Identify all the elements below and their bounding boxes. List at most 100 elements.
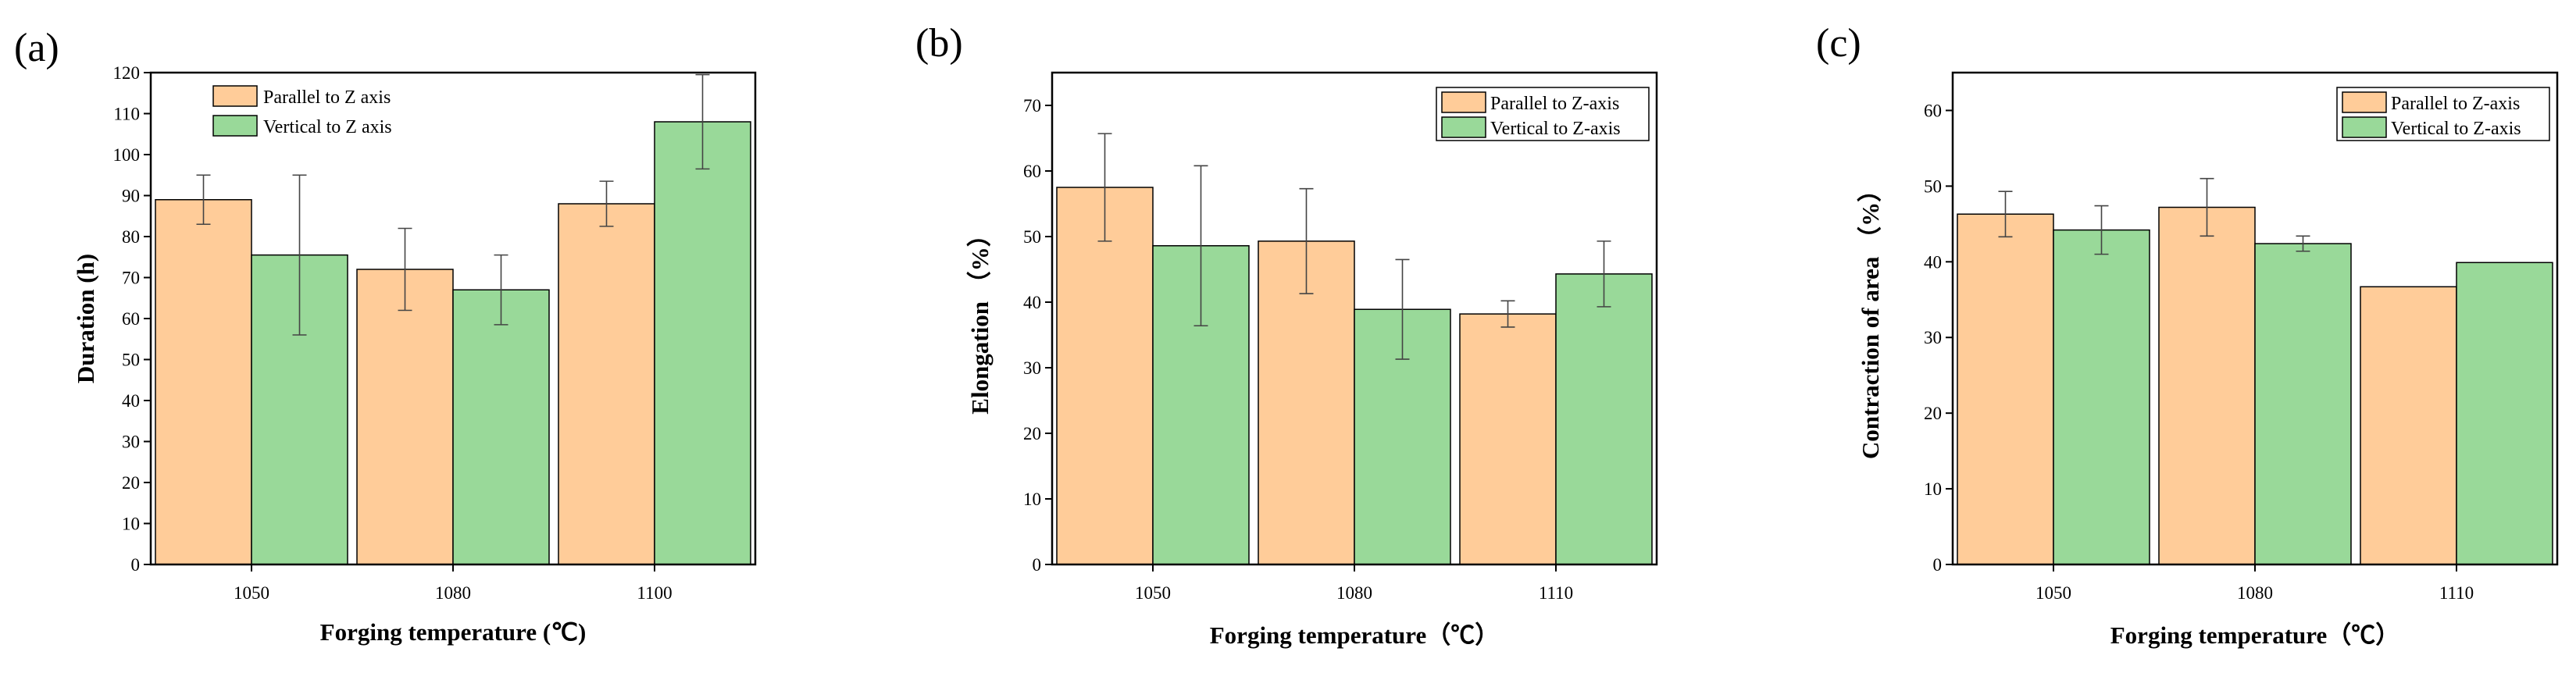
bar-vertical-1110 [2456, 262, 2553, 565]
y-tick-label: 40 [1924, 252, 1942, 272]
bar-parallel-1050 [155, 199, 252, 565]
legend-b: Parallel to Z-axis Vertical to Z-axis [1436, 87, 1650, 141]
y-axis-title-a: Duration (h) [72, 254, 99, 383]
x-tick-label: 1100 [637, 583, 672, 603]
legend-label-parallel-b: Parallel to Z-axis [1490, 94, 1619, 114]
x-tick-label: 1080 [2237, 583, 2273, 603]
chart-panel-a: (a) 0 10 20 30 40 50 60 70 80 90 100 110 120 1050 108… [14, 26, 757, 646]
y-tick-label: 70 [1023, 96, 1041, 116]
y-tick-label: 50 [1924, 176, 1942, 196]
y-tick-label: 60 [122, 309, 140, 329]
bar-parallel-1080 [356, 269, 454, 565]
legend-label-parallel-a: Parallel to Z axis [263, 87, 391, 108]
y-tick-label: 20 [1023, 424, 1041, 443]
panel-label-a: (a) [14, 26, 59, 70]
y-tick-label: 90 [122, 187, 140, 206]
y-tick-label: 30 [122, 433, 140, 452]
bar-parallel-1050 [1957, 213, 2054, 565]
y-tick-label: 100 [113, 145, 141, 165]
x-ticks-a: 1050 1080 1100 [234, 564, 673, 603]
y-axis-title-c: Contraction of area （%） [1857, 178, 1884, 459]
error-bar-parallel-1050 [196, 174, 211, 226]
x-tick-label: 1080 [1336, 583, 1372, 603]
x-tick-label: 1080 [435, 583, 471, 603]
y-tick-label: 60 [1924, 101, 1942, 120]
y-tick-label: 50 [1023, 227, 1041, 247]
y-tick-label: 50 [122, 351, 140, 370]
error-bar-vertical-1080 [2296, 235, 2310, 252]
chart-panel-b: (b) 0 10 20 30 40 50 60 70 1050 1080 1110 Forging… [915, 21, 1658, 649]
legend-c: Parallel to Z-axis Vertical to Z-axis [2336, 87, 2550, 141]
bars-c [1957, 177, 2553, 565]
bar-parallel-1080 [1258, 240, 1355, 565]
y-tick-label: 80 [122, 227, 140, 247]
chart-panel-c: (c) 0 10 20 30 40 50 60 1050 1080 1110 Forging t… [1816, 21, 2559, 649]
panel-label-b: (b) [915, 21, 963, 66]
x-ticks-c: 1050 1080 1110 [2035, 564, 2474, 603]
error-bar-parallel-1080 [2200, 177, 2214, 237]
y-tick-label: 110 [113, 105, 140, 124]
y-tick-label: 0 [1033, 555, 1042, 575]
bars-b [1056, 133, 1653, 565]
error-bar-vertical-1050 [292, 174, 307, 336]
bar-parallel-1110 [1459, 313, 1557, 565]
x-axis-title-a: Forging temperature (℃) [320, 618, 587, 646]
error-bar-parallel-1050 [1998, 191, 2013, 238]
legend-a: Parallel to Z axis Vertical to Z axis [212, 85, 392, 137]
y-tick-label: 60 [1023, 162, 1041, 181]
legend-label-vertical-a: Vertical to Z axis [263, 117, 392, 137]
y-tick-label: 20 [122, 473, 140, 493]
y-tick-label: 30 [1023, 358, 1041, 378]
x-tick-label: 1110 [2439, 583, 2474, 603]
error-bar-vertical-1080 [494, 254, 508, 326]
y-ticks-c: 0 10 20 30 40 50 60 [1924, 101, 1953, 575]
error-bar-parallel-1100 [599, 180, 614, 227]
error-bar-vertical-1080 [1395, 258, 1410, 360]
legend-swatch-parallel-c [2342, 91, 2387, 113]
legend-label-parallel-c: Parallel to Z-axis [2391, 94, 2520, 114]
legend-swatch-parallel-a [212, 85, 258, 107]
x-tick-label: 1050 [2035, 583, 2071, 603]
legend-swatch-vertical-a [212, 115, 258, 137]
error-bar-parallel-1110 [1500, 300, 1515, 328]
error-bar-vertical-1050 [2094, 205, 2109, 255]
bar-vertical-1050 [2053, 229, 2150, 565]
legend-swatch-vertical-c [2342, 116, 2387, 138]
y-tick-label: 0 [1933, 555, 1943, 575]
y-tick-label: 0 [131, 555, 141, 575]
legend-swatch-parallel-b [1441, 91, 1486, 113]
y-tick-label: 10 [122, 515, 140, 534]
x-tick-label: 1050 [234, 583, 269, 603]
bar-vertical-1110 [1555, 273, 1653, 565]
bar-parallel-1050 [1056, 187, 1154, 565]
y-tick-label: 70 [122, 269, 140, 288]
bar-vertical-1080 [2254, 243, 2352, 565]
bar-vertical-1100 [654, 121, 751, 565]
error-bar-vertical-1110 [1597, 240, 1611, 308]
y-tick-label: 20 [1924, 404, 1942, 423]
y-ticks-a: 0 10 20 30 40 50 60 70 80 90 100 110 120 [113, 63, 151, 575]
panel-label-c: (c) [1816, 21, 1861, 66]
x-ticks-b: 1050 1080 1110 [1135, 564, 1573, 603]
bar-vertical-1080 [452, 289, 550, 565]
x-axis-title-c: Forging temperature（℃） [2110, 621, 2400, 649]
bar-parallel-1080 [2158, 206, 2256, 565]
bars-a [155, 73, 751, 565]
x-tick-label: 1110 [1539, 583, 1573, 603]
y-tick-label: 120 [113, 63, 141, 83]
bar-parallel-1110 [2360, 286, 2457, 565]
x-tick-label: 1050 [1135, 583, 1171, 603]
y-tick-label: 40 [1023, 293, 1041, 312]
error-bar-parallel-1050 [1097, 133, 1112, 242]
error-bar-parallel-1080 [398, 227, 412, 312]
error-bar-vertical-1100 [695, 73, 710, 170]
y-tick-label: 40 [122, 391, 140, 411]
bar-parallel-1100 [558, 203, 655, 565]
y-axis-title-b: Elongation （%） [966, 223, 994, 414]
legend-label-vertical-c: Vertical to Z-axis [2391, 119, 2521, 139]
x-axis-title-b: Forging temperature（℃） [1210, 621, 1500, 649]
legend-label-vertical-b: Vertical to Z-axis [1490, 119, 1621, 139]
y-tick-label: 10 [1924, 479, 1942, 499]
error-bar-parallel-1080 [1299, 187, 1314, 294]
